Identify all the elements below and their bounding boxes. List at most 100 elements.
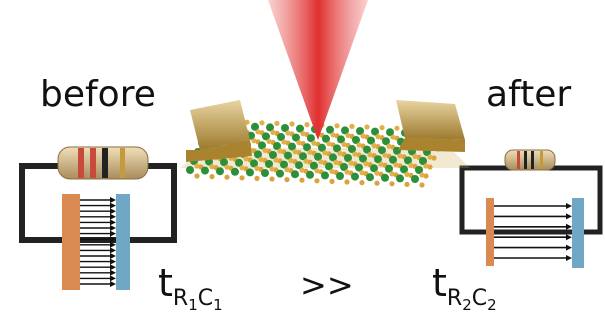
chalcogen — [224, 165, 229, 170]
chalcogen — [375, 134, 380, 139]
right-resistor — [505, 150, 555, 170]
subsub: 1 — [188, 296, 198, 313]
chalcogen — [314, 178, 319, 183]
chalcogen — [333, 160, 338, 165]
metal — [396, 174, 404, 182]
chalcogen — [259, 120, 264, 125]
chalcogen — [363, 161, 368, 166]
arrow-head — [110, 208, 116, 214]
chalcogen — [266, 139, 271, 144]
band — [517, 151, 520, 169]
chalcogen — [348, 160, 353, 165]
chalcogen — [300, 131, 305, 136]
metal — [381, 174, 389, 182]
chalcogen — [322, 150, 327, 155]
right-pad-side — [398, 138, 465, 152]
chalcogen — [359, 180, 364, 185]
chalcogen — [419, 172, 424, 177]
chalcogen — [318, 159, 323, 164]
chalcogen — [356, 142, 361, 147]
metal — [336, 172, 344, 180]
chalcogen — [281, 139, 286, 144]
chalcogen — [404, 172, 409, 177]
illustration: before after >> tR1C1 tR2C2 — [0, 0, 605, 313]
metal — [291, 170, 299, 178]
metal — [351, 173, 359, 181]
metal — [321, 171, 329, 179]
chalcogen — [329, 179, 334, 184]
chalcogen — [419, 182, 424, 187]
chalcogen — [371, 143, 376, 148]
arrow-head — [566, 255, 572, 261]
chalcogen — [224, 175, 229, 180]
metal — [186, 166, 194, 174]
right-plate-a — [486, 198, 494, 266]
sub: R — [173, 286, 188, 311]
band — [78, 148, 84, 178]
chalcogen — [427, 154, 432, 159]
chalcogen — [254, 166, 259, 171]
chalcogen — [337, 151, 342, 156]
chalcogen — [352, 151, 357, 156]
chalcogen — [269, 166, 274, 171]
chalcogen — [408, 163, 413, 168]
chalcogen — [209, 164, 214, 169]
chalcogen — [314, 168, 319, 173]
chalcogen — [311, 141, 316, 146]
chalcogen — [239, 175, 244, 180]
right-pad-top — [396, 100, 465, 140]
arrow-head — [110, 270, 116, 276]
left-plate-a — [62, 194, 80, 290]
chalcogen — [390, 135, 395, 140]
chalcogen — [379, 125, 384, 130]
arrow-head — [110, 275, 116, 281]
band — [540, 151, 543, 169]
right-time-constant: tR2C2 — [432, 261, 497, 313]
chalcogen — [360, 133, 365, 138]
arrow-head — [566, 224, 572, 230]
chalcogen — [364, 124, 369, 129]
band — [531, 151, 534, 169]
chalcogen — [251, 138, 256, 143]
chalcogen — [270, 130, 275, 135]
chalcogen — [344, 179, 349, 184]
arrow-head — [566, 245, 572, 251]
chalcogen — [374, 181, 379, 186]
chalcogen — [269, 176, 274, 181]
band — [120, 148, 125, 178]
arrow-head — [110, 247, 116, 253]
arrow-head — [110, 259, 116, 265]
chalcogen — [307, 150, 312, 155]
chalcogen — [423, 163, 428, 168]
chalcogen — [378, 162, 383, 167]
subsub: 2 — [462, 296, 472, 313]
right-plate-b — [572, 198, 584, 268]
page: before after >> tR1C1 tR2C2 (() => { con… — [0, 0, 605, 313]
chalcogen — [304, 122, 309, 127]
metal — [366, 173, 374, 181]
chalcogen — [254, 176, 259, 181]
subsub: 2 — [487, 296, 497, 313]
sub: C — [472, 286, 487, 311]
chalcogen — [255, 129, 260, 134]
chalcogen — [277, 148, 282, 153]
chalcogen — [412, 154, 417, 159]
chalcogen — [404, 182, 409, 187]
chalcogen — [285, 130, 290, 135]
left-time-constant: tR1C1 — [158, 261, 223, 313]
chalcogen — [292, 149, 297, 154]
chalcogen — [389, 171, 394, 176]
chalcogen — [345, 133, 350, 138]
chalcogen — [359, 170, 364, 175]
subsub: 1 — [213, 296, 223, 313]
arrow-head — [110, 264, 116, 270]
light-cone — [268, 0, 368, 140]
chalcogen — [289, 121, 294, 126]
band — [90, 148, 96, 178]
metal — [306, 171, 314, 179]
arrow-head — [110, 225, 116, 231]
after-label: after — [486, 74, 571, 115]
chalcogen — [288, 158, 293, 163]
left-plate-b — [116, 194, 130, 290]
arrow-head — [110, 253, 116, 259]
